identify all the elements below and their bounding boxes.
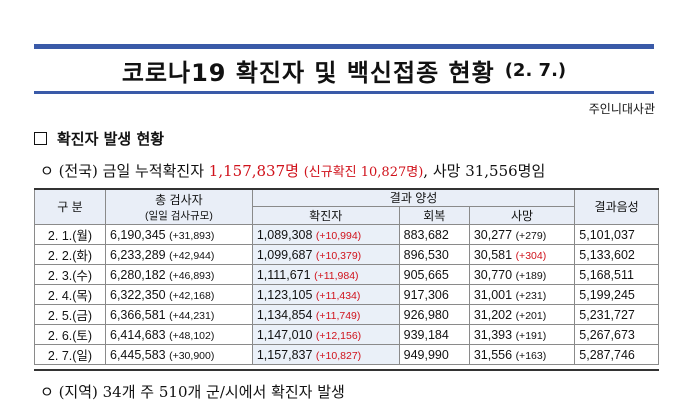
row-confirmed: 1,147,010 (+12,156): [251, 324, 400, 345]
row-recovered: 949,990: [398, 344, 470, 365]
row-confirmed: 1,157,837 (+10,827): [251, 344, 400, 365]
row-tests: 6,366,581 (+44,231): [105, 304, 253, 325]
title-banner: 코로나19 확진자 및 백신접종 현황 (2. 7.): [34, 44, 654, 94]
table-row: 2. 4.(목) 6,322,350 (+42,168) 1,123,105 (…: [34, 284, 659, 305]
stats-table: 구 분 총 검사자 (일일 검사규모) 결과 양성 결과음성 확진자 회복 사망…: [34, 188, 659, 365]
table-row: 2. 2.(화) 6,233,289 (+42,944) 1,099,687 (…: [34, 244, 659, 265]
regional-summary: ㅇ (지역) 34개 주 510개 군/시에서 확진자 발생: [40, 383, 345, 401]
col-header-positive-group: 결과 양성: [251, 188, 576, 207]
col-header-period: 구 분: [34, 188, 106, 225]
row-tests: 6,414,683 (+48,102): [105, 324, 253, 345]
row-recovered: 917,306: [398, 284, 470, 305]
row-negative: 5,199,245: [574, 284, 659, 305]
table-row: 2. 3.(수) 6,280,182 (+46,893) 1,111,671 (…: [34, 264, 659, 285]
row-recovered: 926,980: [398, 304, 470, 325]
row-deaths: 30,277 (+279): [468, 224, 576, 245]
row-confirmed: 1,089,308 (+10,994): [251, 224, 400, 245]
row-date: 2. 4.(목): [34, 284, 106, 305]
row-deaths: 31,202 (+201): [468, 304, 576, 325]
row-negative: 5,231,727: [574, 304, 659, 325]
col-header-tests: 총 검사자 (일일 검사규모): [105, 188, 253, 225]
row-confirmed: 1,099,687 (+10,379): [251, 244, 400, 265]
row-deaths: 30,770 (+189): [468, 264, 576, 285]
row-date: 2. 2.(화): [34, 244, 106, 265]
col-header-confirmed: 확진자: [251, 206, 400, 225]
row-negative: 5,267,673: [574, 324, 659, 345]
section-label: 확진자 발생 현황: [57, 130, 165, 148]
row-date: 2. 5.(금): [34, 304, 106, 325]
national-new: (신규확진 10,827명): [303, 165, 424, 180]
row-negative: 5,287,746: [574, 344, 659, 365]
row-tests: 6,445,583 (+30,900): [105, 344, 253, 365]
row-negative: 5,101,037: [574, 224, 659, 245]
national-prefix: ㅇ (전국) 금일 누적확진자: [40, 162, 205, 180]
row-recovered: 905,665: [398, 264, 470, 285]
row-tests: 6,190,345 (+31,893): [105, 224, 253, 245]
row-deaths: 31,001 (+231): [468, 284, 576, 305]
row-deaths: 31,556 (+163): [468, 344, 576, 365]
source-label: 주인니대사관: [588, 102, 655, 116]
row-confirmed: 1,111,671 (+11,984): [251, 264, 400, 285]
report-date: (2. 7.): [504, 59, 567, 81]
row-negative: 5,168,511: [574, 264, 659, 285]
table-row: 2. 6.(토) 6,414,683 (+48,102) 1,147,010 (…: [34, 324, 659, 345]
table-row: 2. 7.(일) 6,445,583 (+30,900) 1,157,837 (…: [34, 344, 659, 365]
row-deaths: 31,393 (+191): [468, 324, 576, 345]
table-row: 2. 5.(금) 6,366,581 (+44,231) 1,134,854 (…: [34, 304, 659, 325]
square-bullet-icon: [34, 132, 47, 145]
row-recovered: 939,184: [398, 324, 470, 345]
table-top-rule: [34, 188, 659, 190]
page-title: 코로나19 확진자 및 백신접종 현황: [121, 58, 495, 87]
col-header-negative: 결과음성: [574, 188, 659, 225]
row-tests: 6,280,182 (+46,893): [105, 264, 253, 285]
row-date: 2. 1.(월): [34, 224, 106, 245]
row-negative: 5,133,602: [574, 244, 659, 265]
row-tests: 6,322,350 (+42,168): [105, 284, 253, 305]
national-deaths: , 사망 31,556명임: [423, 162, 546, 180]
row-confirmed: 1,123,105 (+11,434): [251, 284, 400, 305]
col-header-tests-label: 총 검사자: [155, 192, 203, 207]
row-recovered: 896,530: [398, 244, 470, 265]
table-row: 2. 1.(월) 6,190,345 (+31,893) 1,089,308 (…: [34, 224, 659, 245]
row-deaths: 30,581 (+304): [468, 244, 576, 265]
section-heading: 확진자 발생 현황: [34, 128, 164, 149]
col-header-recovered: 회복: [398, 206, 470, 225]
col-header-deaths: 사망: [468, 206, 576, 225]
row-date: 2. 3.(수): [34, 264, 106, 285]
row-tests: 6,233,289 (+42,944): [105, 244, 253, 265]
row-recovered: 883,682: [398, 224, 470, 245]
col-header-tests-sub: (일일 검사규모): [144, 209, 213, 222]
national-summary: ㅇ (전국) 금일 누적확진자 1,157,837명 (신규확진 10,827명…: [40, 160, 545, 181]
row-confirmed: 1,134,854 (+11,749): [251, 304, 400, 325]
table-bottom-rule: [34, 369, 659, 371]
national-total: 1,157,837명: [208, 162, 299, 180]
row-date: 2. 7.(일): [34, 344, 106, 365]
row-date: 2. 6.(토): [34, 324, 106, 345]
